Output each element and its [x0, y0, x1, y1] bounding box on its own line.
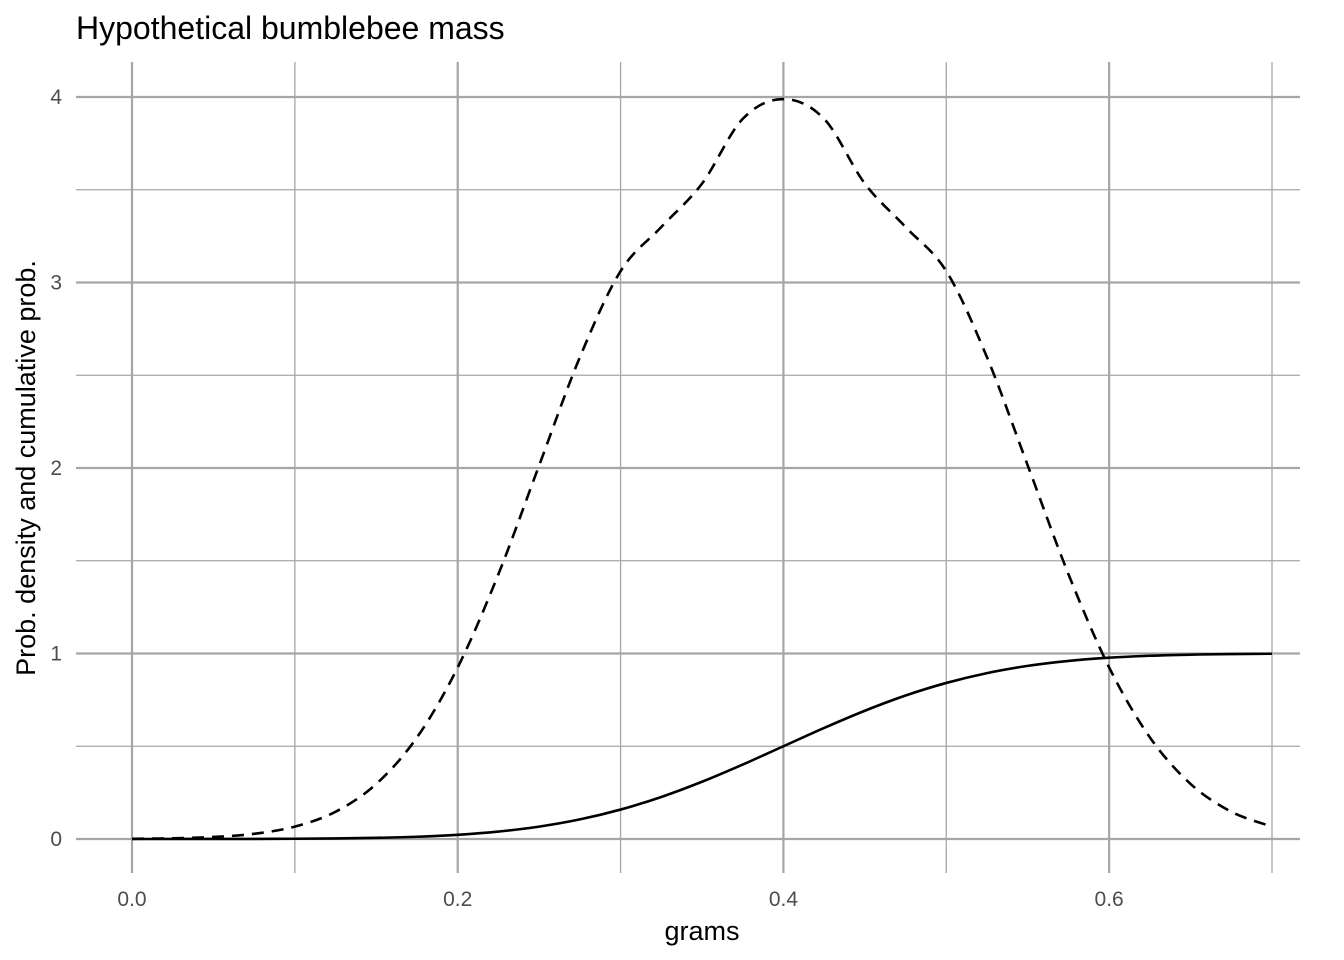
cumulative-curve — [131, 652, 1273, 841]
y-tick-label: 0 — [50, 828, 62, 851]
x-tick-label: 0.6 — [1095, 888, 1124, 911]
y-tick-label: 3 — [50, 272, 62, 295]
y-axis-ticks: 0 1 2 3 4 — [50, 86, 62, 851]
x-axis-ticks: 0.0 0.2 0.4 0.6 — [117, 888, 1123, 911]
series-group — [131, 97, 1273, 841]
y-axis-title: Prob. density and cumulative prob. — [11, 260, 41, 676]
x-tick-label: 0.2 — [443, 888, 472, 911]
y-tick-label: 4 — [50, 86, 62, 109]
x-tick-label: 0.4 — [769, 888, 799, 911]
plot-grid — [76, 62, 1300, 873]
y-tick-label: 2 — [50, 457, 62, 480]
x-axis-title: grams — [664, 916, 739, 946]
density-curve — [131, 97, 1273, 841]
x-tick-label: 0.0 — [117, 888, 146, 911]
y-tick-label: 1 — [50, 643, 62, 666]
chart-title: Hypothetical bumblebee mass — [76, 10, 505, 46]
